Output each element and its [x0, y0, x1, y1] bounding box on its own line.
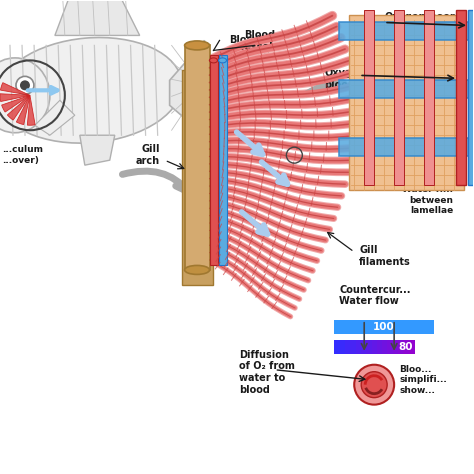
Bar	[424, 10, 434, 185]
Text: Blood
vessels: Blood vessels	[229, 36, 270, 57]
Text: Oxygen-rich
blood: Oxygen-rich blood	[324, 68, 391, 90]
Bar	[394, 10, 404, 185]
Bar	[210, 55, 218, 265]
Bar	[366, 340, 373, 354]
Text: Diffusion
of O₂ from
water to
blood: Diffusion of O₂ from water to blood	[239, 350, 295, 394]
Wedge shape	[7, 95, 30, 120]
Bar	[334, 340, 341, 354]
Bar	[182, 70, 212, 285]
Text: Oxygen-poor
blood: Oxygen-poor blood	[384, 12, 455, 34]
Bar	[334, 320, 434, 334]
Text: Bloo...
simplifi...
show...: Bloo... simplifi... show...	[399, 365, 447, 394]
Bar	[456, 10, 466, 185]
Circle shape	[361, 372, 387, 398]
Text: Gill
arch: Gill arch	[136, 145, 160, 166]
Ellipse shape	[184, 265, 210, 274]
Bar	[184, 46, 210, 270]
Bar	[349, 16, 464, 190]
Text: Countercur...
Water flow: Countercur... Water flow	[339, 285, 411, 307]
Circle shape	[354, 365, 394, 405]
Bar	[339, 80, 469, 98]
Text: 80: 80	[399, 342, 413, 352]
Bar	[382, 340, 389, 354]
Bar	[339, 22, 469, 40]
Bar	[219, 55, 227, 265]
Bar	[361, 340, 367, 354]
Bar	[372, 340, 378, 354]
Ellipse shape	[184, 41, 210, 50]
Circle shape	[16, 76, 34, 94]
Wedge shape	[0, 94, 30, 101]
Text: Blood
vessels: Blood vessels	[239, 30, 280, 52]
Wedge shape	[27, 95, 35, 125]
Bar	[377, 340, 383, 354]
Bar	[403, 340, 410, 354]
Wedge shape	[0, 82, 30, 95]
Bar	[356, 340, 362, 354]
Text: Water fl...
between
lamellae: Water fl... between lamellae	[402, 185, 453, 215]
Bar	[364, 10, 374, 185]
Polygon shape	[35, 100, 75, 135]
Ellipse shape	[219, 58, 227, 63]
Bar	[345, 340, 351, 354]
Bar	[387, 340, 394, 354]
Bar	[350, 340, 356, 354]
Text: ...culum
...over): ...culum ...over)	[2, 146, 43, 165]
Circle shape	[20, 80, 30, 91]
Polygon shape	[170, 40, 208, 135]
Bar	[398, 340, 404, 354]
Text: 100: 100	[374, 322, 395, 332]
Wedge shape	[1, 95, 30, 112]
Text: Gill
filaments: Gill filaments	[359, 245, 411, 266]
Polygon shape	[80, 135, 115, 165]
Ellipse shape	[210, 58, 218, 63]
Wedge shape	[16, 95, 30, 125]
Bar	[409, 340, 415, 354]
Bar	[339, 340, 346, 354]
Bar	[468, 10, 474, 185]
Ellipse shape	[0, 58, 50, 133]
Bar	[339, 138, 469, 156]
Ellipse shape	[0, 37, 182, 143]
Bar	[393, 340, 399, 354]
Polygon shape	[55, 0, 140, 36]
